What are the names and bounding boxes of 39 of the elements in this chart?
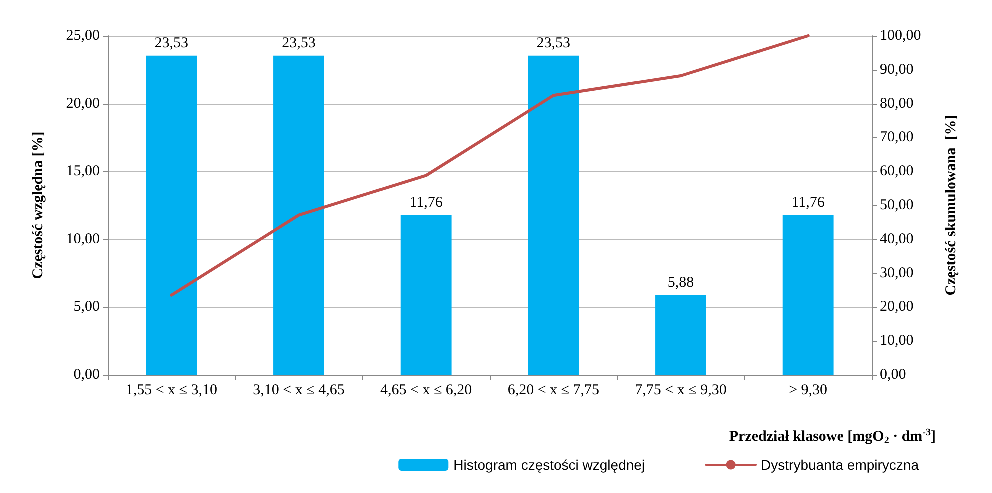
data-label: 23,53 [282, 35, 316, 52]
y2-tick-label: 40,00 [880, 231, 914, 248]
y2-tick-label: 70,00 [880, 130, 914, 146]
data-label: 11,76 [792, 195, 826, 212]
bar [146, 56, 198, 375]
y-tick-label: 0,00 [74, 367, 100, 383]
y2-tick-label: 80,00 [880, 96, 914, 112]
y2-tick-label: 90,00 [880, 62, 914, 78]
y2-tick-label: 30,00 [880, 265, 914, 282]
y2-tick-label: 0,00 [880, 367, 906, 383]
y2-tick-label: 100,00 [880, 28, 922, 44]
x-tick-label: 7,75 < x ≤ 9,30 [635, 382, 727, 398]
y-axis-title: Częstość względna [%] [30, 132, 46, 280]
x-tick-label: 6,20 < x ≤ 7,75 [508, 382, 600, 398]
y-tick-label: 10,00 [66, 231, 100, 248]
bar [782, 216, 834, 375]
y2-tick-label: 20,00 [880, 299, 914, 316]
x-tick-label: > 9,30 [789, 382, 828, 398]
y2-tick-label: 10,00 [880, 333, 914, 350]
y-tick-label: 20,00 [66, 96, 100, 112]
x-tick-label: 3,10 < x ≤ 4,65 [253, 382, 345, 398]
bar [528, 56, 580, 375]
data-label: 5,88 [668, 274, 694, 291]
data-label: 23,53 [536, 35, 571, 52]
bar [400, 216, 452, 375]
bar [274, 56, 324, 375]
y2-tick-label: 50,00 [880, 198, 914, 214]
y2-tick-label: 60,00 [880, 164, 914, 180]
x-tick-label: 4,65 < x ≤ 6,20 [380, 382, 472, 398]
y-tick-label: 15,00 [66, 164, 100, 180]
y-tick-label: 25,00 [66, 28, 100, 44]
y2-axis-title: Częstość skumulowana [%] [944, 115, 960, 296]
data-label: 23,53 [154, 35, 189, 52]
x-tick-label: 1,55 < x ≤ 3,10 [126, 382, 218, 398]
legend-label: Histogram częstości względnej [454, 457, 646, 473]
legend-label: Dystrybuanta empiryczna [761, 457, 920, 473]
y-tick-label: 5,00 [74, 299, 100, 316]
data-label: 11,76 [410, 195, 444, 212]
bar [656, 295, 706, 375]
